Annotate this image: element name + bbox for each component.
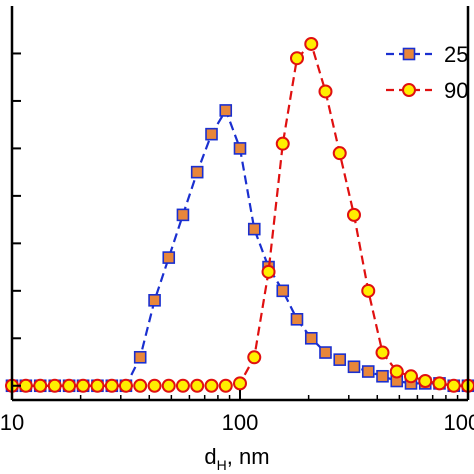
data-point-90 <box>247 350 262 365</box>
data-point-25 <box>347 360 361 374</box>
data-point-90 <box>18 378 33 393</box>
data-point-90 <box>62 378 77 393</box>
data-point-25 <box>162 251 176 264</box>
data-point-25 <box>133 350 147 364</box>
legend-marker-25 <box>402 47 416 61</box>
data-point-90 <box>175 378 190 393</box>
series-line-90 <box>12 41 468 387</box>
data-point-25 <box>333 353 347 366</box>
x-tick-label: 10 <box>0 410 24 435</box>
data-point-90 <box>346 207 361 222</box>
data-point-90 <box>289 51 304 66</box>
data-point-90 <box>90 378 105 393</box>
legend-label-90: 90 <box>444 78 468 103</box>
data-point-90 <box>332 146 347 161</box>
data-point-90 <box>118 378 133 393</box>
data-point-90 <box>389 364 404 379</box>
data-point-90 <box>432 376 447 391</box>
data-point-90 <box>361 283 376 298</box>
data-point-25 <box>304 331 318 345</box>
data-point-25 <box>190 165 204 179</box>
data-point-90 <box>275 136 290 151</box>
data-point-25 <box>376 369 389 383</box>
legend-marker-90 <box>402 83 416 97</box>
data-point-90 <box>161 378 176 393</box>
x-tick-label: 100 <box>222 410 259 435</box>
data-point-90 <box>47 378 62 393</box>
data-point-90 <box>147 378 162 393</box>
data-point-25 <box>148 294 161 307</box>
data-point-90 <box>446 378 461 393</box>
x-axis-label: dH, nm <box>204 444 269 473</box>
data-point-90 <box>204 378 219 393</box>
data-point-90 <box>318 84 333 99</box>
data-point-90 <box>190 378 205 393</box>
data-point-90 <box>403 369 418 384</box>
data-point-25 <box>290 313 304 326</box>
data-point-25 <box>233 142 247 155</box>
plot-area: 10 100 1000 25 90 <box>0 6 474 435</box>
data-point-25 <box>319 346 332 359</box>
data-point-25 <box>176 208 190 222</box>
data-point-25 <box>219 104 233 117</box>
data-point-90 <box>304 36 319 51</box>
data-point-25 <box>276 284 290 298</box>
data-point-25 <box>361 365 375 378</box>
data-point-90 <box>133 378 148 393</box>
data-point-90 <box>261 264 276 279</box>
data-point-25 <box>205 127 218 141</box>
data-point-90 <box>218 378 233 393</box>
data-point-90 <box>233 376 247 391</box>
data-point-90 <box>33 378 48 393</box>
data-point-90 <box>375 345 390 360</box>
x-tick-label: 1000 <box>444 410 474 435</box>
legend-label-25: 25 <box>444 42 468 67</box>
data-point-25 <box>247 222 261 236</box>
data-point-90 <box>418 374 433 389</box>
data-point-90 <box>104 378 119 393</box>
data-point-90 <box>76 378 91 393</box>
